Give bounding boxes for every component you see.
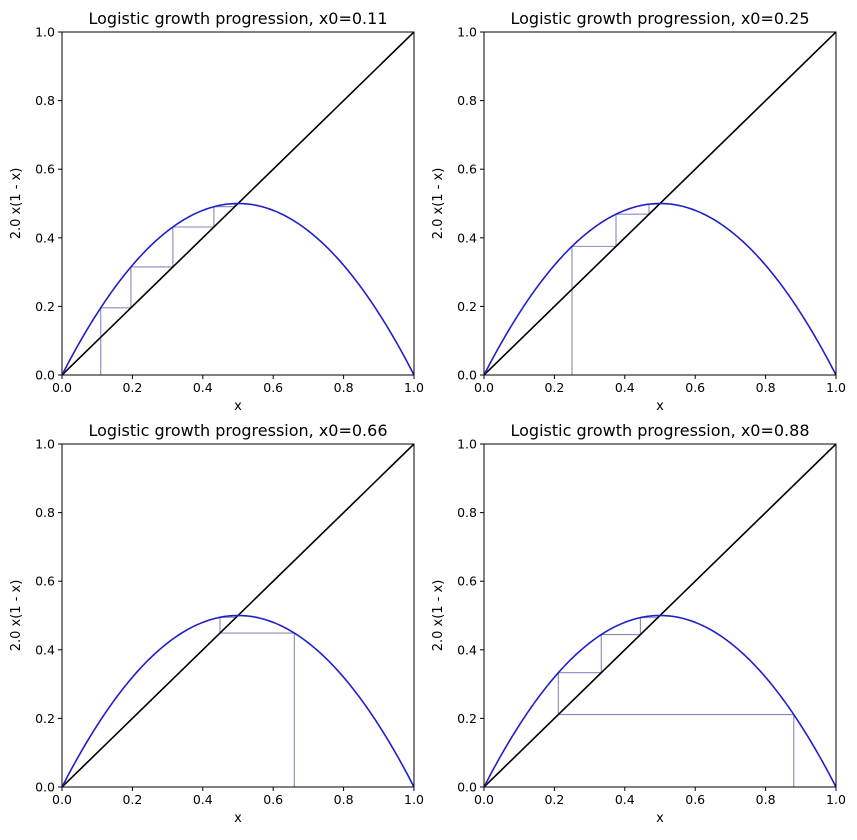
x-tick-label: 0.4 <box>615 380 635 395</box>
x-tick-label: 1.0 <box>826 792 846 807</box>
y-axis-label: 2.0 x(1 - x) <box>431 168 446 240</box>
x-tick-label: 0.8 <box>334 792 354 807</box>
x-axis-label: x <box>656 811 664 826</box>
x-tick-label: 1.0 <box>404 380 424 395</box>
y-axis-label: 2.0 x(1 - x) <box>431 580 446 652</box>
logistic-curve-series <box>484 202 836 375</box>
y-tick-label: 0.4 <box>35 230 55 245</box>
subplot-2: 0.0 0.2 0.4 0.6 0.8 1.0 0.0 0.2 0.4 0.6 0.8 1.0 Logi… <box>431 9 846 414</box>
y-tick-label: 0.0 <box>35 368 55 383</box>
y-tick-label: 0.0 <box>457 368 477 383</box>
x-tick-label: 1.0 <box>826 380 846 395</box>
y-tick-label: 1.0 <box>35 25 55 40</box>
cobweb-series <box>557 614 795 787</box>
subplot-4: 0.0 0.2 0.4 0.6 0.8 1.0 0.0 0.2 0.4 0.6 0.8 1.0 Logi… <box>431 421 846 826</box>
x-tick-label: 0.4 <box>615 792 635 807</box>
x-tick-label: 0.0 <box>52 380 72 395</box>
x-tick-label: 1.0 <box>404 792 424 807</box>
chart-title: Logistic growth progression, x0=0.88 <box>510 421 809 440</box>
y-tick-label: 0.8 <box>457 93 477 108</box>
x-tick-label: 0.0 <box>52 792 72 807</box>
y-tick-label: 0.2 <box>457 299 477 314</box>
x-tick-label: 0.2 <box>122 792 142 807</box>
subplot-1: 0.0 0.2 0.4 0.6 0.8 1.0 0.0 0.2 0.4 0.6 0.8 1.0 Logi… <box>9 9 424 414</box>
chart-title: Logistic growth progression, x0=0.66 <box>88 421 387 440</box>
chart-title: Logistic growth progression, x0=0.11 <box>88 9 387 28</box>
axes-frame <box>61 31 415 376</box>
y-tick-label: 0.0 <box>457 780 477 795</box>
cobweb-series <box>219 614 295 787</box>
x-tick-label: 0.6 <box>263 792 283 807</box>
y-tick-label: 0.6 <box>35 574 55 589</box>
x-axis-label: x <box>234 399 242 414</box>
x-tick-label: 0.4 <box>193 792 213 807</box>
x-axis-label: x <box>656 399 664 414</box>
plot-data-area <box>62 32 414 375</box>
y-tick-label: 0.2 <box>35 299 55 314</box>
x-tick-label: 0.6 <box>685 792 705 807</box>
cobweb-series <box>571 202 660 375</box>
x-tick-label: 0.6 <box>685 380 705 395</box>
chart-title: Logistic growth progression, x0=0.25 <box>510 9 809 28</box>
plot-data-area <box>484 444 836 787</box>
x-axis-label: x <box>234 811 242 826</box>
x-tick-label: 0.2 <box>544 380 564 395</box>
axes-frame <box>483 443 837 788</box>
x-tick-label: 0.8 <box>334 380 354 395</box>
x-tick-label: 0.0 <box>474 792 494 807</box>
y-tick-label: 0.8 <box>35 505 55 520</box>
y-axis-label: 2.0 x(1 - x) <box>9 168 24 240</box>
y-tick-label: 0.4 <box>35 642 55 657</box>
y-tick-label: 0.2 <box>35 711 55 726</box>
x-tick-label: 0.8 <box>756 380 776 395</box>
y-axis-label: 2.0 x(1 - x) <box>9 580 24 652</box>
logistic-curve-series <box>484 614 836 787</box>
axes-frame <box>61 443 415 788</box>
x-tick-label: 0.4 <box>193 380 213 395</box>
y-tick-label: 0.8 <box>457 505 477 520</box>
y-tick-label: 0.4 <box>457 230 477 245</box>
y-tick-label: 0.6 <box>457 162 477 177</box>
y-tick-label: 1.0 <box>457 437 477 452</box>
x-tick-label: 0.6 <box>263 380 283 395</box>
x-tick-label: 0.0 <box>474 380 494 395</box>
logistic-curve-series <box>62 614 414 787</box>
plot-data-area <box>484 32 836 375</box>
y-tick-label: 1.0 <box>457 25 477 40</box>
y-tick-label: 0.2 <box>457 711 477 726</box>
y-tick-label: 1.0 <box>35 437 55 452</box>
y-tick-label: 0.6 <box>457 574 477 589</box>
y-tick-label: 0.6 <box>35 162 55 177</box>
y-tick-label: 0.8 <box>35 93 55 108</box>
x-tick-label: 0.2 <box>122 380 142 395</box>
y-tick-label: 0.4 <box>457 642 477 657</box>
axes-frame <box>483 31 837 376</box>
y-tick-label: 0.0 <box>35 780 55 795</box>
subplot-3: 0.0 0.2 0.4 0.6 0.8 1.0 0.0 0.2 0.4 0.6 0.8 1.0 Logi… <box>9 421 424 826</box>
x-tick-label: 0.2 <box>544 792 564 807</box>
logistic-curve-series <box>62 202 414 375</box>
x-tick-label: 0.8 <box>756 792 776 807</box>
plot-data-area <box>62 444 414 787</box>
